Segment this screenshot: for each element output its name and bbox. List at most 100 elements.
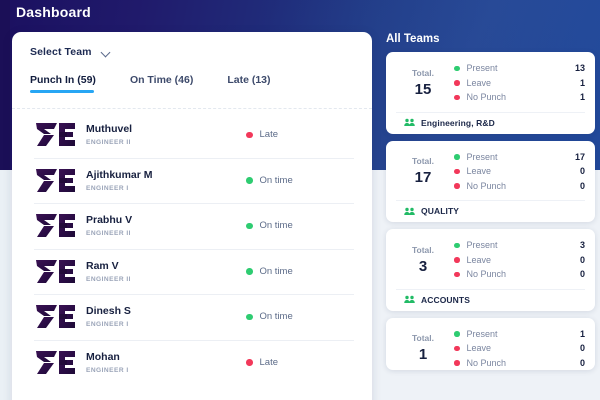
- tab-on-time[interactable]: On Time (46): [129, 74, 194, 86]
- no-punch-dot-icon: [454, 94, 460, 100]
- team-stat-no-punch: No Punch 0: [454, 267, 585, 282]
- select-team-dropdown[interactable]: Select Team: [30, 46, 111, 58]
- leave-dot-icon: [454, 168, 460, 174]
- team-total: Total. 1: [396, 333, 454, 363]
- no-punch-dot-icon: [454, 360, 460, 366]
- team-card[interactable]: Total. 3 Present 3 Leave 0 No Punch 0 ACCOUNTS: [386, 229, 595, 311]
- employee-avatar-logo-icon: [34, 167, 77, 194]
- employee-info: Ajithkumar M ENGINEER I: [86, 169, 246, 192]
- employee-name: Prabhu V: [86, 214, 133, 227]
- employee-avatar-logo-icon: [34, 212, 77, 239]
- team-total-label: Total.: [411, 333, 435, 344]
- team-card-body: Total. 17 Present 17 Leave 0 No Punch 0: [396, 150, 585, 194]
- present-dot-icon: [454, 154, 460, 160]
- team-card-body: Total. 1 Present 1 Leave 0 No Punch 0: [396, 327, 585, 371]
- employee-info: Muthuvel ENGINEER II: [86, 123, 246, 146]
- employee-role: ENGINEER II: [86, 275, 131, 283]
- team-card[interactable]: Total. 1 Present 1 Leave 0 No Punch 0: [386, 317, 595, 371]
- team-card-body: Total. 15 Present 13 Leave 1 No Punch 1: [396, 61, 585, 105]
- attendance-tabs: Punch In (59) On Time (46) Late (13): [30, 74, 372, 93]
- present-label: Present: [466, 151, 498, 162]
- team-total: Total. 3: [396, 245, 454, 275]
- leave-dot-icon: [454, 257, 460, 263]
- team-stat-leave: Leave 0: [454, 164, 585, 179]
- team-stat-present: Present 13: [454, 61, 585, 76]
- team-stat-no-punch: No Punch 1: [454, 90, 585, 105]
- employee-role: ENGINEER I: [86, 366, 129, 374]
- leave-dot-icon: [454, 345, 460, 351]
- employee-name: Ram V: [86, 259, 119, 272]
- team-card[interactable]: Total. 15 Present 13 Leave 1 No Punch 1 Engineer…: [386, 52, 595, 134]
- team-card-list: Total. 15 Present 13 Leave 1 No Punch 1 Engineer…: [386, 52, 595, 377]
- no-punch-dot-icon: [454, 271, 460, 277]
- people-group-icon: [404, 207, 415, 216]
- employee-row[interactable]: Dinesh S ENGINEER I On time: [12, 294, 372, 340]
- select-team-label: Select Team: [30, 46, 92, 58]
- status-label: On time: [259, 220, 293, 232]
- no-punch-value: 0: [579, 357, 585, 368]
- employee-row[interactable]: Ram V ENGINEER II On time: [12, 248, 372, 295]
- employee-info: Dinesh S ENGINEER I: [86, 305, 246, 328]
- team-total-value: 3: [418, 257, 428, 275]
- employee-info: Ram V ENGINEER II: [86, 260, 246, 283]
- team-name: QUALITY: [421, 206, 460, 216]
- team-total-value: 17: [414, 169, 432, 187]
- status-label: On time: [259, 311, 293, 323]
- leave-label: Leave: [466, 77, 492, 88]
- all-teams-panel: All Teams Total. 15 Present 13 Leave 1 No Punc…: [382, 0, 600, 400]
- employee-avatar-logo-icon: [34, 258, 77, 285]
- team-name: Engineering, R&D: [421, 117, 495, 128]
- team-total: Total. 17: [396, 156, 454, 186]
- present-value: 1: [579, 328, 585, 339]
- status-dot-icon: [246, 222, 253, 229]
- employee-name: Ajithkumar M: [86, 168, 153, 181]
- leave-value: 0: [579, 254, 585, 265]
- present-dot-icon: [454, 331, 460, 337]
- employee-role: ENGINEER I: [86, 321, 129, 329]
- employee-avatar-logo-icon: [34, 121, 77, 148]
- team-total-value: 1: [418, 346, 428, 364]
- team-total-value: 15: [414, 80, 432, 98]
- employee-name: Muthuvel: [86, 123, 133, 136]
- leave-label: Leave: [466, 254, 492, 265]
- sidebar-rail[interactable]: [0, 0, 10, 170]
- team-stat-no-punch: No Punch 0: [454, 356, 585, 371]
- team-total-label: Total.: [411, 67, 435, 78]
- punch-in-card: Select Team Punch In (59) On Time (46) L…: [12, 32, 372, 400]
- team-stats: Present 17 Leave 0 No Punch 0: [454, 150, 585, 194]
- no-punch-value: 0: [579, 269, 585, 280]
- employee-row[interactable]: Muthuvel ENGINEER II Late: [12, 112, 372, 158]
- tab-punch-in[interactable]: Punch In (59): [30, 74, 96, 93]
- all-teams-title: All Teams: [386, 33, 440, 45]
- status-dot-icon: [246, 177, 253, 184]
- present-dot-icon: [454, 242, 460, 248]
- team-stat-leave: Leave 0: [454, 341, 585, 356]
- employee-status: On time: [246, 175, 354, 186]
- people-group-icon: [404, 118, 415, 127]
- employee-avatar-logo-icon: [34, 349, 77, 376]
- team-total-label: Total.: [411, 156, 435, 167]
- status-dot-icon: [246, 359, 253, 366]
- tab-late[interactable]: Late (13): [227, 74, 271, 86]
- employee-row[interactable]: Ajithkumar M ENGINEER I On time: [12, 157, 372, 204]
- leave-dot-icon: [454, 80, 460, 86]
- team-card[interactable]: Total. 17 Present 17 Leave 0 No Punch 0 QUALITY: [386, 140, 595, 222]
- no-punch-value: 1: [579, 92, 585, 103]
- status-label: Late: [259, 356, 279, 368]
- employee-row[interactable]: Mohan ENGINEER I Late: [12, 339, 372, 386]
- employee-list: Muthuvel ENGINEER II Late Ajithkumar M ENGIN…: [12, 112, 372, 385]
- no-punch-label: No Punch: [466, 357, 507, 368]
- employee-row[interactable]: Prabhu V ENGINEER II On time: [12, 203, 372, 249]
- employee-status: On time: [246, 220, 354, 231]
- page-title: Dashboard: [16, 4, 91, 20]
- leave-label: Leave: [466, 343, 492, 354]
- tabs-divider: [12, 108, 372, 109]
- employee-status: Late: [246, 129, 354, 140]
- employee-info: Mohan ENGINEER I: [86, 351, 246, 374]
- present-label: Present: [466, 240, 498, 251]
- status-label: Late: [259, 129, 279, 141]
- no-punch-label: No Punch: [466, 92, 507, 103]
- team-card-body: Total. 3 Present 3 Leave 0 No Punch 0: [396, 238, 585, 282]
- employee-role: ENGINEER I: [86, 184, 129, 192]
- employee-status: Late: [246, 357, 354, 368]
